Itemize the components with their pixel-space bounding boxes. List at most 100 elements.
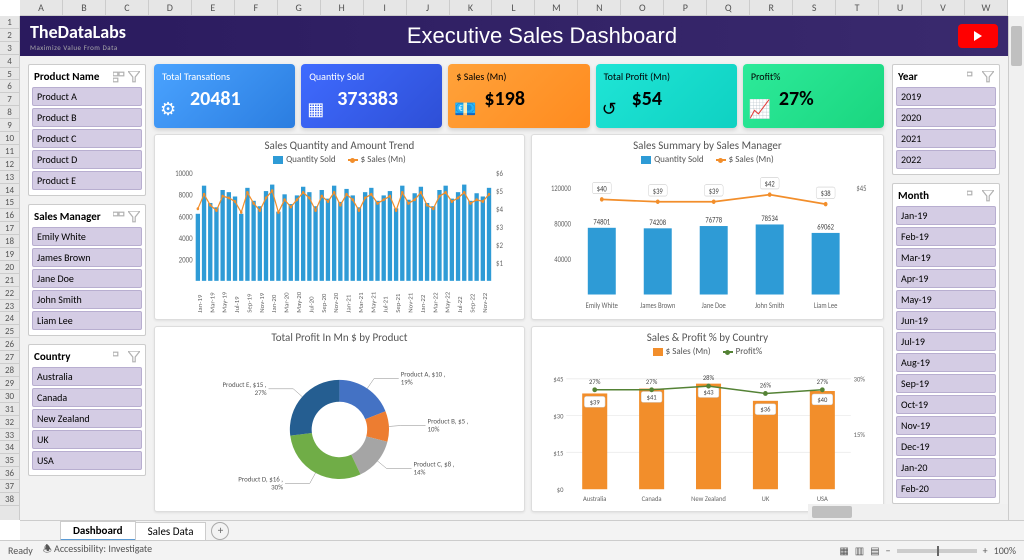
svg-text:$1: $1 bbox=[496, 260, 503, 270]
svg-text:Jan-20: Jan-20 bbox=[271, 294, 278, 313]
svg-text:28%: 28% bbox=[703, 374, 715, 382]
svg-text:UK: UK bbox=[761, 495, 769, 503]
svg-text:27%: 27% bbox=[646, 378, 658, 386]
multiselect-icon[interactable] bbox=[967, 71, 979, 83]
zoom-slider[interactable] bbox=[897, 549, 977, 553]
status-bar: Ready 🕭 Accessibility: Investigate ▦ ▥ ▤… bbox=[0, 540, 1024, 560]
youtube-icon[interactable] bbox=[958, 24, 998, 48]
clear-filter-icon[interactable] bbox=[982, 190, 994, 202]
view-break-icon[interactable]: ▤ bbox=[870, 544, 879, 557]
slicer-item[interactable]: 2020 bbox=[896, 108, 996, 127]
view-layout-icon[interactable]: ▥ bbox=[855, 544, 864, 557]
slicer-item[interactable]: UK bbox=[32, 430, 142, 449]
status-accessibility[interactable]: 🕭 Accessibility: Investigate bbox=[43, 542, 152, 559]
dashboard-header: TheDataLabsMaximize Value From Data Exec… bbox=[20, 16, 1008, 56]
slicer-item[interactable]: 2021 bbox=[896, 129, 996, 148]
slicer-item[interactable]: Feb-20 bbox=[896, 479, 996, 498]
clear-filter-icon[interactable] bbox=[128, 211, 140, 223]
chart-donut: Total Profit In Mn $ by Product Product … bbox=[154, 326, 525, 512]
kpi-icon: 💶 bbox=[454, 98, 476, 120]
svg-text:Mar-22: Mar-22 bbox=[432, 292, 439, 312]
svg-text:$4: $4 bbox=[496, 206, 503, 216]
svg-text:$40: $40 bbox=[817, 396, 828, 404]
tab-salesdata[interactable]: Sales Data bbox=[135, 522, 207, 540]
clear-filter-icon[interactable] bbox=[982, 71, 994, 83]
svg-text:$2: $2 bbox=[496, 242, 503, 252]
svg-text:4000: 4000 bbox=[179, 235, 193, 245]
slicer-title: Product Name bbox=[34, 70, 110, 83]
svg-text:John Smith: John Smith bbox=[755, 301, 785, 311]
svg-text:$41: $41 bbox=[646, 393, 657, 401]
svg-text:120000: 120000 bbox=[551, 183, 571, 193]
slicer-item[interactable]: Jan-19 bbox=[896, 206, 996, 225]
svg-text:26%: 26% bbox=[760, 381, 772, 389]
svg-text:$39: $39 bbox=[709, 186, 719, 196]
slicer-item[interactable]: Aug-19 bbox=[896, 353, 996, 372]
slicer-item[interactable]: Product A bbox=[32, 87, 142, 106]
kpi-value: $198 bbox=[484, 87, 581, 111]
slicer-product[interactable]: Product Name Product A Product B Product C… bbox=[28, 64, 146, 196]
slicer-item[interactable]: Mar-19 bbox=[896, 248, 996, 267]
svg-text:May-22: May-22 bbox=[444, 292, 451, 313]
svg-text:$42: $42 bbox=[764, 179, 774, 189]
svg-text:76778: 76778 bbox=[705, 215, 722, 225]
slicer-item[interactable]: May-19 bbox=[896, 290, 996, 309]
sheet-tabs[interactable]: Dashboard Sales Data + bbox=[20, 520, 1024, 540]
slicer-title: Country bbox=[34, 350, 110, 363]
slicer-item[interactable]: Product D bbox=[32, 150, 142, 169]
slicer-item[interactable]: 2022 bbox=[896, 150, 996, 169]
zoom-in[interactable]: + bbox=[983, 544, 988, 557]
page-title: Executive Sales Dashboard bbox=[126, 23, 958, 49]
slicer-item[interactable]: Product B bbox=[32, 108, 142, 127]
slicer-item[interactable]: Apr-19 bbox=[896, 269, 996, 288]
slicer-year[interactable]: Year 2019202020212022 bbox=[892, 64, 1000, 175]
slicer-item[interactable]: Product E bbox=[32, 171, 142, 190]
slicer-item[interactable]: Liam Lee bbox=[32, 311, 142, 330]
slicer-month[interactable]: Month Jan-19Feb-19Mar-19Apr-19May-19Jun-… bbox=[892, 183, 1000, 504]
clear-filter-icon[interactable] bbox=[128, 351, 140, 363]
svg-text:$39: $39 bbox=[590, 398, 601, 406]
multiselect-icon[interactable] bbox=[113, 211, 125, 223]
slicer-item[interactable]: New Zealand bbox=[32, 409, 142, 428]
horizontal-scrollbar[interactable] bbox=[808, 504, 1008, 520]
vertical-scrollbar[interactable] bbox=[1008, 16, 1024, 520]
slicer-item[interactable]: 2019 bbox=[896, 87, 996, 106]
slicer-item[interactable]: Jan-20 bbox=[896, 458, 996, 477]
slicer-item[interactable]: Oct-19 bbox=[896, 395, 996, 414]
slicer-item[interactable]: Canada bbox=[32, 388, 142, 407]
slicer-item[interactable]: Jane Doe bbox=[32, 269, 142, 288]
slicer-item[interactable]: Dec-19 bbox=[896, 437, 996, 456]
chart-country: Sales & Profit % by Country $ Sales (Mn)… bbox=[531, 326, 884, 512]
slicer-manager[interactable]: Sales Manager Emily WhiteJames BrownJane… bbox=[28, 204, 146, 336]
slicer-item[interactable]: Sep-19 bbox=[896, 374, 996, 393]
tab-dashboard[interactable]: Dashboard bbox=[60, 521, 136, 541]
slicer-country[interactable]: Country Australia Canada New Zealand UK USA bbox=[28, 344, 146, 476]
multiselect-icon[interactable] bbox=[113, 71, 125, 83]
kpi-label: Profit% bbox=[751, 70, 876, 83]
slicer-item[interactable]: John Smith bbox=[32, 290, 142, 309]
slicer-item[interactable]: Emily White bbox=[32, 227, 142, 246]
slicer-item[interactable]: Australia bbox=[32, 367, 142, 386]
zoom-level[interactable]: 100% bbox=[994, 544, 1016, 557]
slicer-item[interactable]: James Brown bbox=[32, 248, 142, 267]
slicer-item[interactable]: Jul-19 bbox=[896, 332, 996, 351]
multiselect-icon[interactable] bbox=[113, 351, 125, 363]
slicer-item[interactable]: USA bbox=[32, 451, 142, 470]
new-sheet-button[interactable]: + bbox=[211, 522, 229, 540]
svg-text:Mar-19: Mar-19 bbox=[209, 292, 216, 313]
view-normal-icon[interactable]: ▦ bbox=[839, 544, 848, 557]
slicer-item[interactable]: Product C bbox=[32, 129, 142, 148]
kpi-value: 27% bbox=[779, 87, 876, 111]
multiselect-icon[interactable] bbox=[967, 190, 979, 202]
zoom-out[interactable]: − bbox=[886, 544, 891, 557]
slicer-item[interactable]: Jun-19 bbox=[896, 311, 996, 330]
svg-text:Jul-22: Jul-22 bbox=[457, 296, 464, 312]
clear-filter-icon[interactable] bbox=[128, 71, 140, 83]
svg-text:30%: 30% bbox=[853, 376, 865, 384]
svg-text:27%: 27% bbox=[816, 378, 828, 386]
slicer-item[interactable]: Feb-19 bbox=[896, 227, 996, 246]
svg-text:10000: 10000 bbox=[175, 170, 193, 180]
status-ready: Ready bbox=[8, 544, 33, 557]
kpi-icon: 📈 bbox=[749, 98, 771, 120]
slicer-item[interactable]: Nov-19 bbox=[896, 416, 996, 435]
